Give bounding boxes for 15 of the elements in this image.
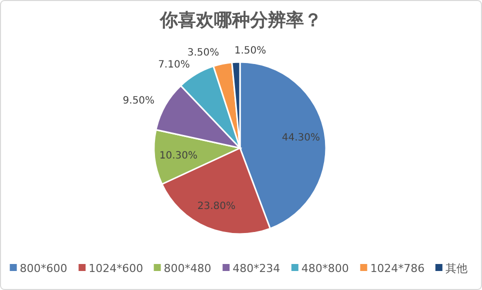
chart-title: 你喜欢哪种分辨率？ bbox=[159, 10, 322, 31]
data-label: 23.80% bbox=[197, 200, 236, 212]
legend-label: 1024*600 bbox=[88, 262, 144, 275]
data-label: 44.30% bbox=[282, 132, 320, 144]
legend-label: 1024*786 bbox=[370, 262, 425, 275]
data-label: 1.50% bbox=[234, 46, 266, 57]
legend-label: 800*600 bbox=[20, 262, 68, 275]
legend-label: 480*234 bbox=[232, 262, 280, 275]
data-label: 9.50% bbox=[122, 95, 155, 106]
data-label: 10.30% bbox=[159, 150, 198, 162]
data-label: 3.50% bbox=[187, 48, 220, 59]
legend-label: 480*800 bbox=[301, 262, 349, 275]
legend-label: 其他 bbox=[445, 262, 468, 275]
legend-label: 800*480 bbox=[164, 262, 212, 275]
data-label: 7.10% bbox=[158, 59, 190, 70]
